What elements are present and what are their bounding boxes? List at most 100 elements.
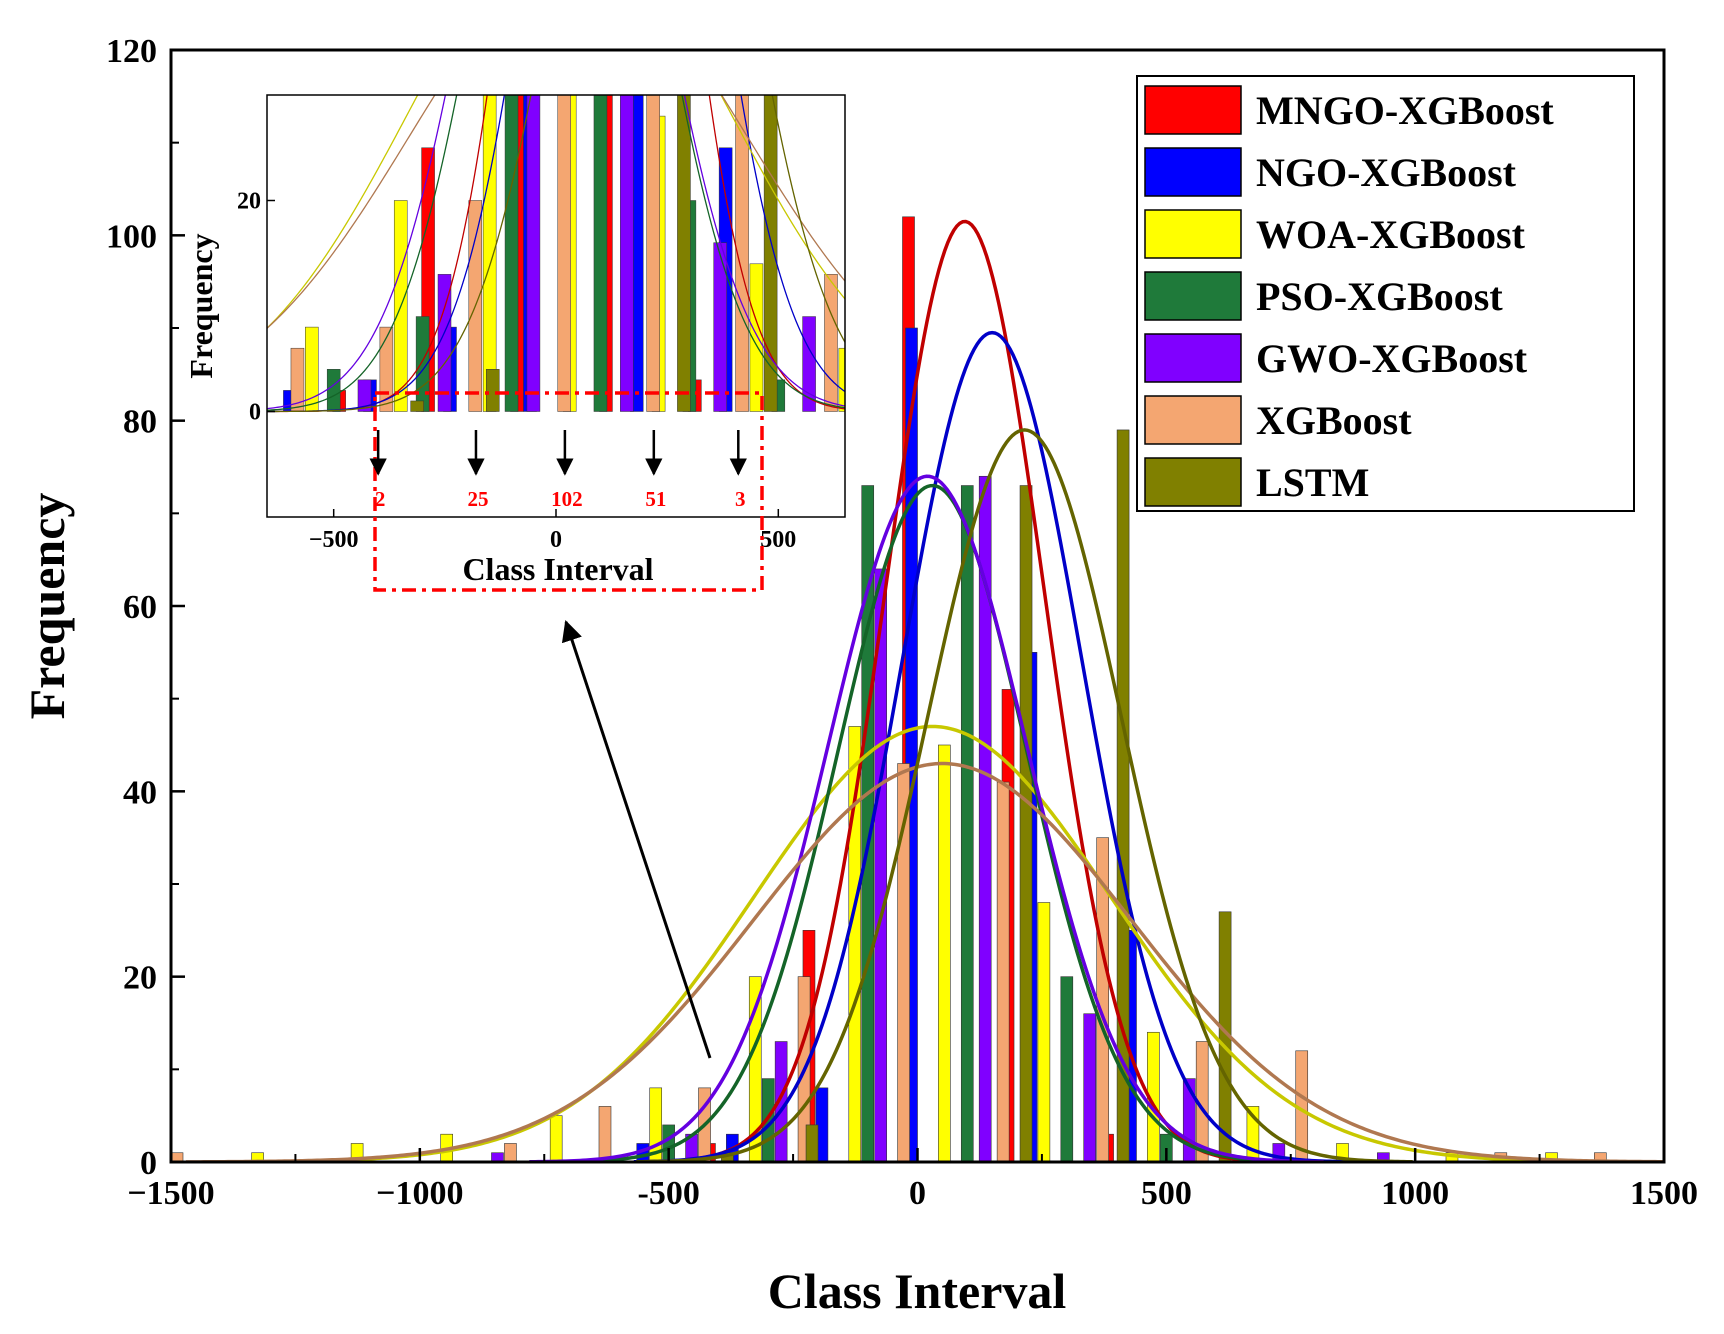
legend-label-ngo-xgboost: NGO-XGBoost <box>1256 150 1517 195</box>
inset-annotation-label-2: 102 <box>551 487 583 511</box>
inset-x-tick-label-1: 0 <box>550 527 562 553</box>
inset-x-tick-label-0: −500 <box>309 527 359 553</box>
x-tick-label-6: 1500 <box>1630 1175 1698 1212</box>
bar-pso-xgboost-4 <box>1060 976 1074 1162</box>
bar-pso-xgboost-3 <box>960 485 974 1162</box>
x-tick-label-5: 1000 <box>1381 1175 1449 1212</box>
legend-swatch-ngo-xgboost <box>1144 147 1242 197</box>
inset-bar-xgboost-3 <box>379 326 394 412</box>
inset-annotations: 2 25 102 51 3 <box>369 430 748 511</box>
inset-bar-pso-xgboost-3 <box>593 95 608 412</box>
inset-fit-curves <box>267 95 845 413</box>
inset-bar-xgboost-10 <box>1091 401 1104 412</box>
x-tick-label-0: −1500 <box>127 1175 214 1212</box>
y-tick-label-6: 120 <box>106 33 157 70</box>
inset-annotation-label-0: 2 <box>375 487 386 511</box>
inset-bar-lstm-0 <box>410 400 424 412</box>
inset-bar-pso-xgboost-2 <box>504 95 519 412</box>
legend-swatch-xgboost <box>1144 395 1242 445</box>
y-tick-label-0: 0 <box>140 1145 157 1182</box>
inset-bar-woa-xgboost-13 <box>1106 401 1119 412</box>
inset-bar-lstm-4 <box>855 127 868 412</box>
inset-bar-woa-xgboost-6 <box>482 95 497 412</box>
y-tick-label-2: 40 <box>123 774 157 811</box>
bar-lstm-2 <box>1019 485 1033 1162</box>
inset-bars <box>185 95 1119 412</box>
bar-woa-xgboost-8 <box>1037 902 1051 1162</box>
legend-label-xgboost: XGBoost <box>1256 398 1412 443</box>
x-tick-label-1: −1000 <box>376 1175 463 1212</box>
inset-bar-gwo-xgboost-8 <box>976 401 989 412</box>
legend-label-woa-xgboost: WOA-XGBoost <box>1256 212 1526 257</box>
inset-bar-woa-xgboost-10 <box>838 347 845 412</box>
y-tick-label-3: 60 <box>123 589 157 626</box>
bar-gwo-xgboost-3 <box>874 568 887 1162</box>
x-axis-title: Class Interval <box>768 1263 1067 1319</box>
bar-xgboost-2 <box>598 1106 612 1162</box>
main-fit-curves <box>185 219 1664 1162</box>
fit-curve-mngo-xgboost <box>646 219 1283 1162</box>
inset-bar-xgboost-6 <box>646 95 660 412</box>
inset-highlight-box <box>373 391 764 592</box>
bar-lstm-1 <box>805 1124 819 1162</box>
inset-x-tick-label-2: 500 <box>760 527 796 553</box>
inset-bar-gwo-xgboost-4 <box>620 95 634 412</box>
inset-bar-lstm-2 <box>677 95 691 412</box>
legend-swatch-gwo-xgboost <box>1144 333 1242 383</box>
inset-fit-curve-woa-xgboost <box>267 95 845 329</box>
inset-y-tick-label-1: 20 <box>237 189 261 215</box>
inset-y-axis-title: Frequency <box>183 233 219 378</box>
x-tick-label-3: 0 <box>909 1175 926 1212</box>
zoom-pointer-arrow <box>561 620 712 1059</box>
inset-zoom: −500 0 500 0 20 Class Interval Frequency 2 25… <box>183 94 1119 592</box>
fit-curve-ngo-xgboost <box>633 330 1351 1162</box>
bar-gwo-xgboost-5 <box>1083 1013 1097 1162</box>
legend-label-lstm: LSTM <box>1256 460 1369 505</box>
x-tick-label-2: -500 <box>638 1175 700 1212</box>
inset-annotation-label-4: 3 <box>735 487 746 511</box>
inset-annotation-label-1: 25 <box>467 487 488 511</box>
inset-bar-xgboost-5 <box>557 95 571 412</box>
inset-bar-xgboost-1 <box>206 390 219 411</box>
inset-bar-gwo-xgboost-2 <box>437 274 452 412</box>
bar-lstm-3 <box>1116 429 1130 1162</box>
legend: MNGO-XGBoost NGO-XGBoost WOA-XGBoost PSO-XG… <box>1136 75 1635 512</box>
legend-label-gwo-xgboost: GWO-XGBoost <box>1256 336 1528 381</box>
bar-xgboost-5 <box>897 763 910 1162</box>
legend-label-mngo-xgboost: MNGO-XGBoost <box>1256 88 1554 133</box>
inset-bar-pso-xgboost-0 <box>326 369 341 412</box>
legend-swatch-woa-xgboost <box>1144 209 1242 259</box>
fit-curve-gwo-xgboost <box>529 474 1324 1162</box>
bar-xgboost-1 <box>504 1143 517 1162</box>
inset-axes: −500 0 500 0 20 <box>237 189 796 554</box>
bar-xgboost-6 <box>996 781 1010 1162</box>
y-tick-label-5: 100 <box>106 218 157 255</box>
bar-woa-xgboost-7 <box>938 744 951 1162</box>
inset-x-axis-title: Class Interval <box>462 551 653 587</box>
legend-swatch-mngo-xgboost <box>1144 85 1242 135</box>
fit-curve-lstm <box>636 428 1413 1162</box>
fit-curve-xgboost <box>185 761 1664 1162</box>
main-bars <box>171 216 1607 1162</box>
inset-fit-curve-pso-xgboost <box>267 95 845 411</box>
inset-y-tick-label-0: 0 <box>249 400 261 426</box>
y-tick-label-4: 80 <box>123 404 157 441</box>
y-tick-label-1: 20 <box>123 960 157 997</box>
legend-label-pso-xgboost: PSO-XGBoost <box>1256 274 1503 319</box>
fit-curve-pso-xgboost <box>554 483 1310 1162</box>
main-axes: −1500 −1000 -500 0 500 1000 150002040608010012… <box>106 33 1698 1212</box>
x-tick-label-4: 500 <box>1141 1175 1192 1212</box>
inset-bar-gwo-xgboost-1 <box>357 379 372 412</box>
inset-bar-gwo-xgboost-7 <box>883 390 896 411</box>
inset-annotation-label-3: 51 <box>645 487 666 511</box>
fit-curve-woa-xgboost <box>215 724 1650 1162</box>
inset-bar-woa-xgboost-11 <box>919 390 932 411</box>
inset-bar-gwo-xgboost-3 <box>526 95 541 412</box>
inset-fit-curve-xgboost <box>267 95 845 329</box>
inset-bar-woa-xgboost-4 <box>305 326 319 412</box>
legend-swatch-lstm <box>1144 457 1242 507</box>
bar-woa-xgboost-3 <box>549 1115 563 1162</box>
inset-bar-gwo-xgboost-0 <box>185 401 198 412</box>
y-axis-title: Frequency <box>19 493 75 720</box>
